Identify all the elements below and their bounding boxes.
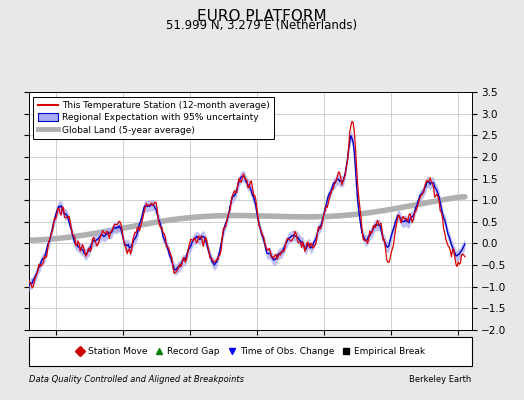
Legend: This Temperature Station (12-month average), Regional Expectation with 95% uncer: This Temperature Station (12-month avera… [34, 96, 275, 139]
Text: Data Quality Controlled and Aligned at Breakpoints: Data Quality Controlled and Aligned at B… [29, 375, 244, 384]
Text: EURO PLATFORM: EURO PLATFORM [197, 9, 327, 24]
Text: 51.999 N, 3.279 E (Netherlands): 51.999 N, 3.279 E (Netherlands) [167, 19, 357, 32]
Legend: Station Move, Record Gap, Time of Obs. Change, Empirical Break: Station Move, Record Gap, Time of Obs. C… [73, 344, 428, 359]
Text: Berkeley Earth: Berkeley Earth [409, 375, 472, 384]
